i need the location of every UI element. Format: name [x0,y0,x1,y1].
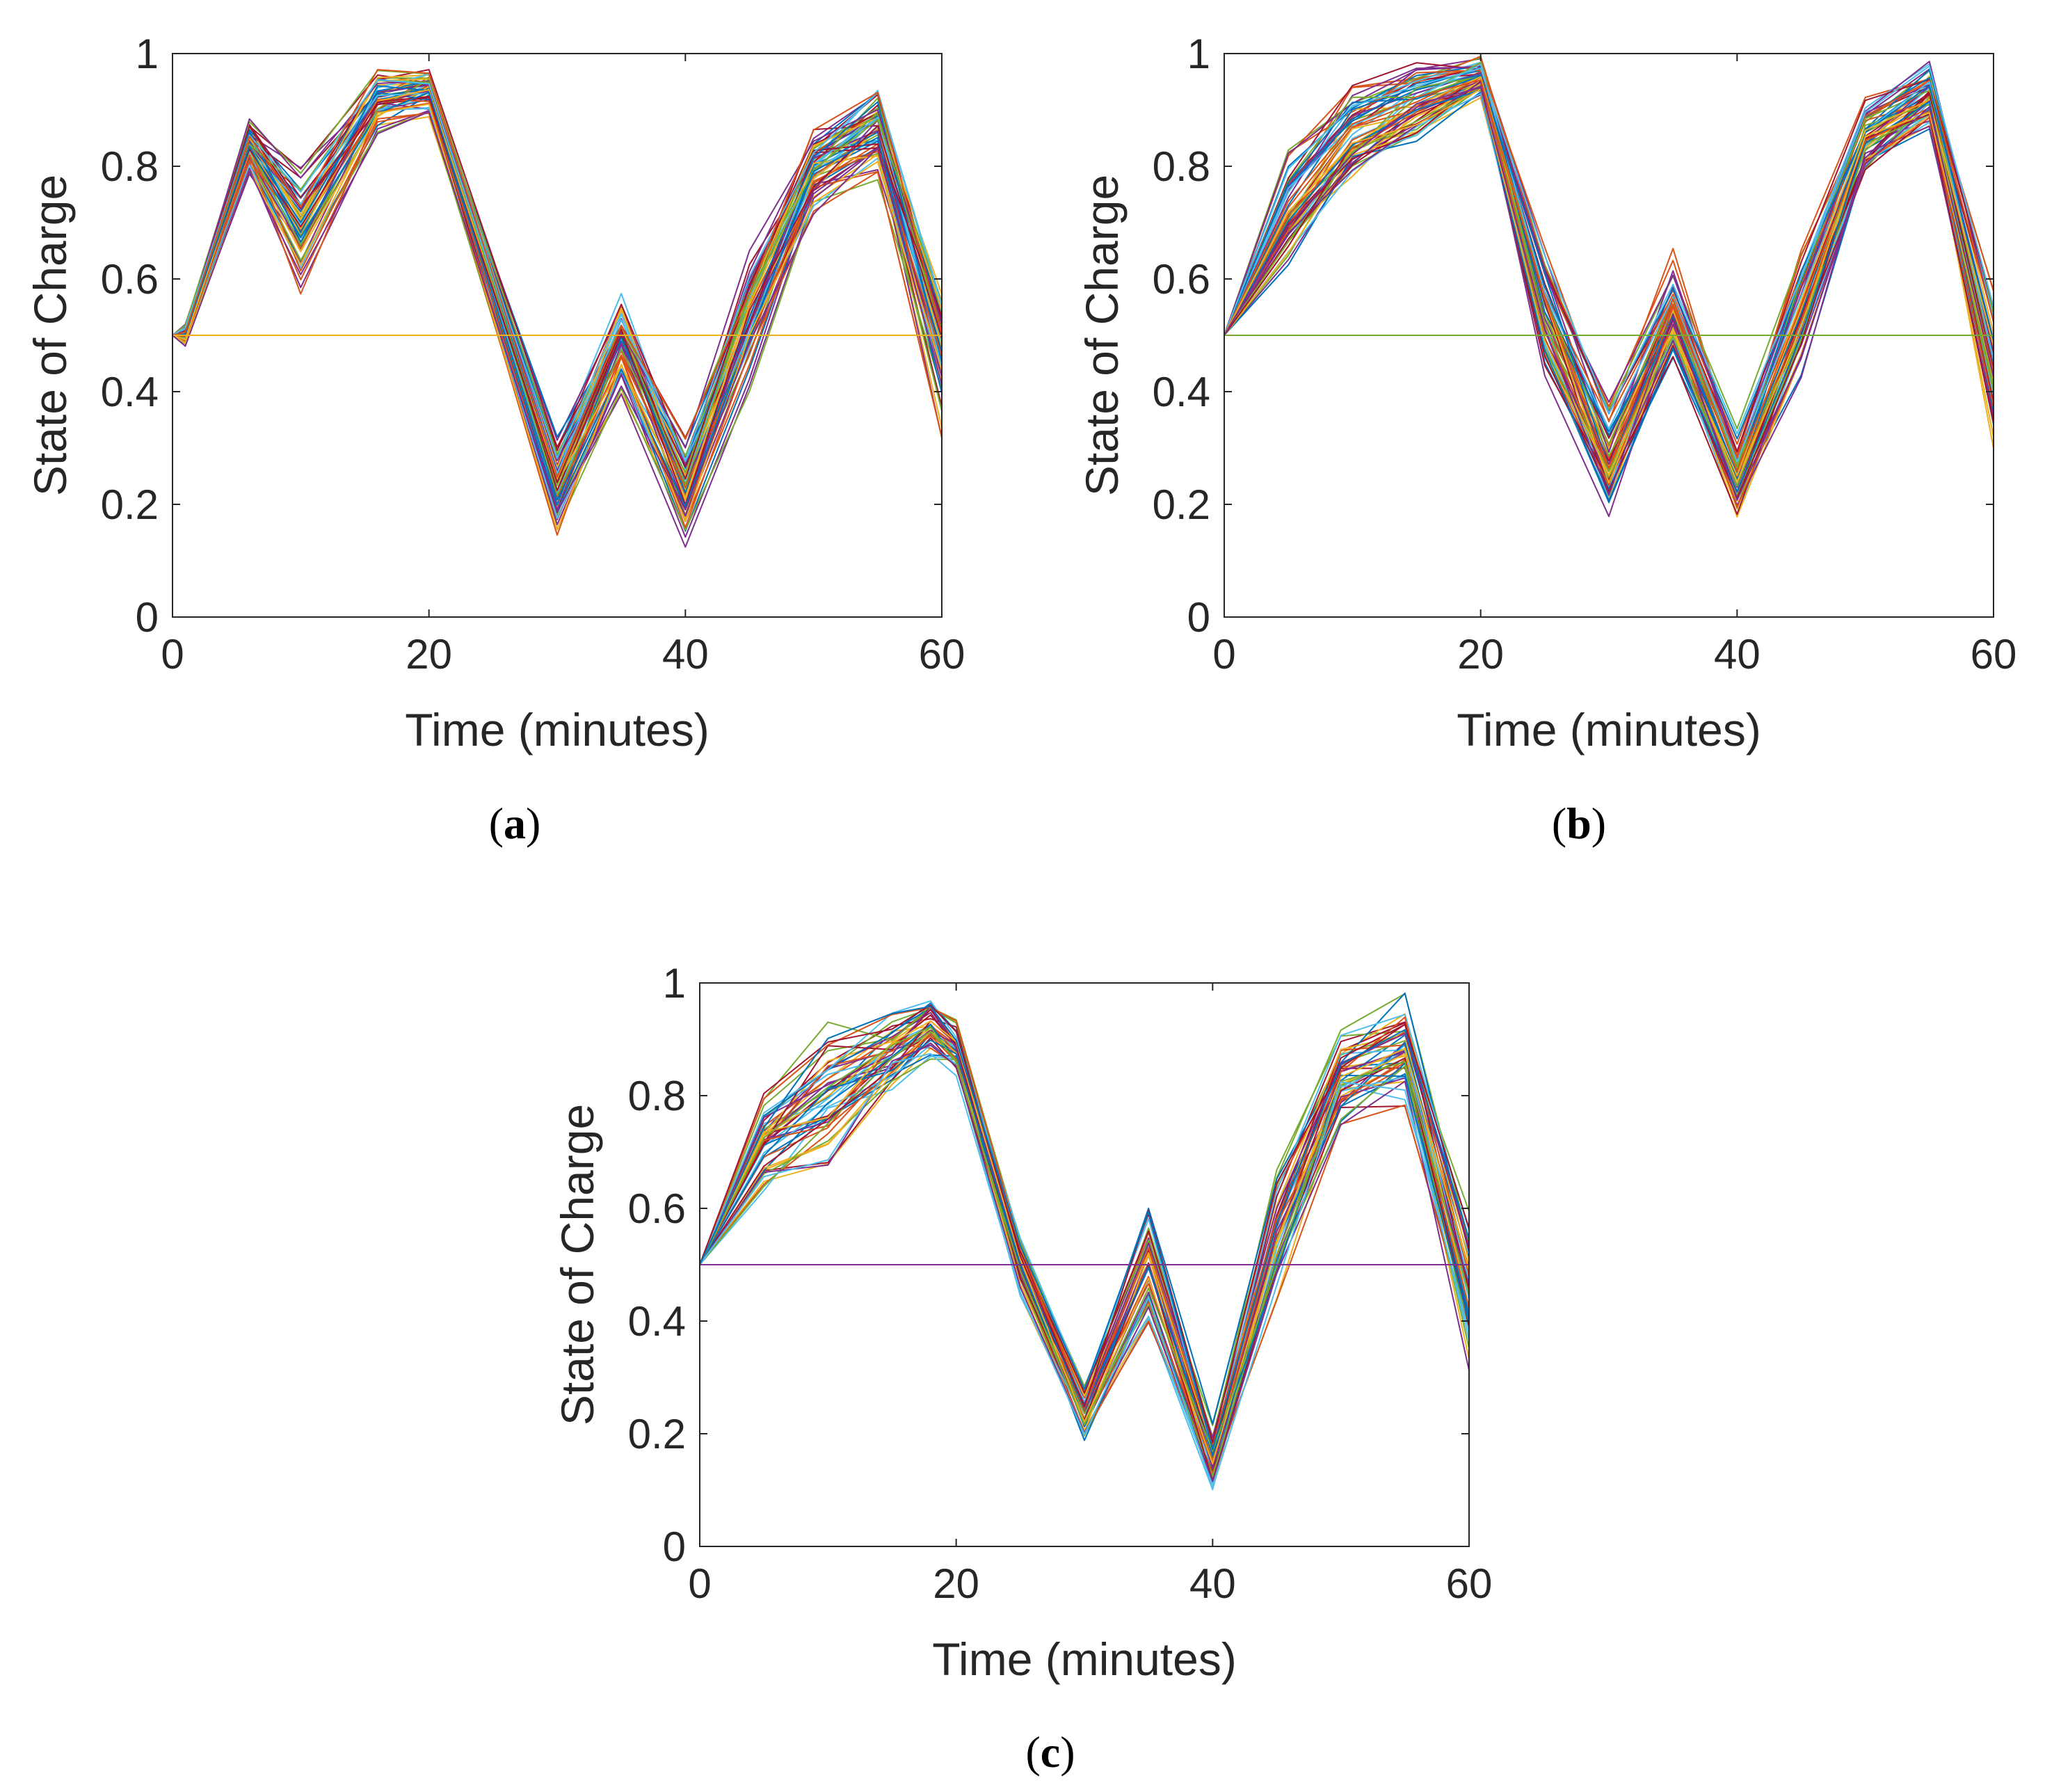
x-tick-label: 40 [1714,631,1761,678]
series-line [1224,79,1994,472]
panel-c: 0 20 40 60 0 0.2 0.4 0.6 0.8 1 Time (minutes) Sta… [552,960,1492,1777]
x-axis-label-b: Time (minutes) [1457,704,1761,755]
series-line [1224,65,1994,435]
series-line [1224,81,1994,518]
series-line [172,108,943,523]
caption-letter-a: a [504,799,526,848]
series-line [172,91,943,507]
series-layer-c [699,992,1470,1491]
x-axis-label-c: Time (minutes) [932,1633,1237,1685]
y-tick-label: 1 [663,960,686,1007]
series-line [699,1004,1470,1443]
y-tick-label: 0 [663,1523,686,1570]
y-tick-label: 0 [136,594,159,641]
series-line [699,1039,1470,1457]
caption-c: (c) [1025,1727,1075,1777]
caption-b: (b) [1552,799,1606,848]
series-line [172,79,943,486]
series-line [699,1005,1470,1450]
series-line [172,88,943,458]
y-tick-label: 1 [136,31,159,77]
caption-letter-c: c [1041,1727,1060,1777]
caption-a: (a) [489,799,541,848]
y-tick-label: 0.6 [628,1185,686,1232]
series-line [1224,69,1994,459]
series-layer-a [172,69,943,548]
y-tick-label: 0.6 [101,256,159,303]
y-tick-label: 0.4 [628,1298,686,1345]
series-line [699,1026,1470,1452]
series-line [1224,63,1994,460]
series-line [1224,77,1994,509]
x-tick-label: 20 [406,631,452,678]
y-axis-label-c: State of Charge [552,1104,603,1425]
series-line [1224,61,1994,469]
y-tick-label: 0.6 [1153,256,1210,303]
series-line [172,95,943,506]
series-line [699,1044,1470,1482]
series-line [172,79,943,474]
series-line [699,1000,1470,1452]
x-tick-label: 20 [1457,631,1504,678]
tick-layer-a: 0 20 40 60 0 0.2 0.4 0.6 0.8 1 [101,31,965,678]
y-tick-label: 0.8 [101,143,159,190]
x-tick-label: 60 [919,631,965,678]
series-line [172,80,943,472]
y-tick-label: 0 [1187,594,1210,641]
x-tick-label: 40 [1189,1560,1236,1607]
series-line [699,1020,1470,1464]
series-line [699,1053,1470,1489]
tick-layer-b: 0 20 40 60 0 0.2 0.4 0.6 0.8 1 [1153,31,2017,678]
tick-layer-c: 0 20 40 60 0 0.2 0.4 0.6 0.8 1 [628,960,1493,1607]
y-tick-label: 0.8 [628,1073,686,1119]
axes-box-b [1224,53,1994,618]
series-line [172,70,943,457]
x-tick-label: 40 [662,631,709,678]
x-tick-label: 60 [1446,1560,1493,1607]
y-tick-label: 0.8 [1153,143,1210,190]
series-line [699,1034,1470,1474]
x-tick-label: 20 [933,1560,979,1607]
axes-box-c [699,982,1470,1547]
series-line [172,69,943,478]
x-axis-label-a: Time (minutes) [405,704,709,755]
y-tick-label: 0.4 [1153,369,1210,415]
y-tick-label: 1 [1187,31,1210,77]
y-axis-label-a: State of Charge [24,175,76,496]
series-line [172,111,943,513]
axes-box-a [172,53,943,618]
series-line [172,102,943,536]
x-tick-label: 60 [1971,631,2017,678]
series-line [1224,88,1994,483]
series-line [1224,89,1994,502]
series-layer-b [1224,56,1994,518]
panel-b: 0 20 40 60 0 0.2 0.4 0.6 0.8 1 Time (minutes) Sta… [1076,31,2016,848]
y-tick-label: 0.2 [1153,481,1210,528]
x-tick-label: 0 [1212,631,1235,678]
y-tick-label: 0.2 [628,1411,686,1457]
y-tick-label: 0.4 [101,369,159,415]
x-tick-label: 0 [688,1560,711,1607]
caption-letter-b: b [1566,799,1591,848]
series-line [1224,80,1994,515]
panel-a: 0 20 40 60 0 0.2 0.4 0.6 0.8 1 Time (minutes) Sta… [24,31,965,848]
series-line [172,84,943,511]
x-tick-label: 0 [161,631,184,678]
series-line [1224,87,1994,501]
y-axis-label-b: State of Charge [1076,175,1128,496]
y-tick-label: 0.2 [101,481,159,528]
